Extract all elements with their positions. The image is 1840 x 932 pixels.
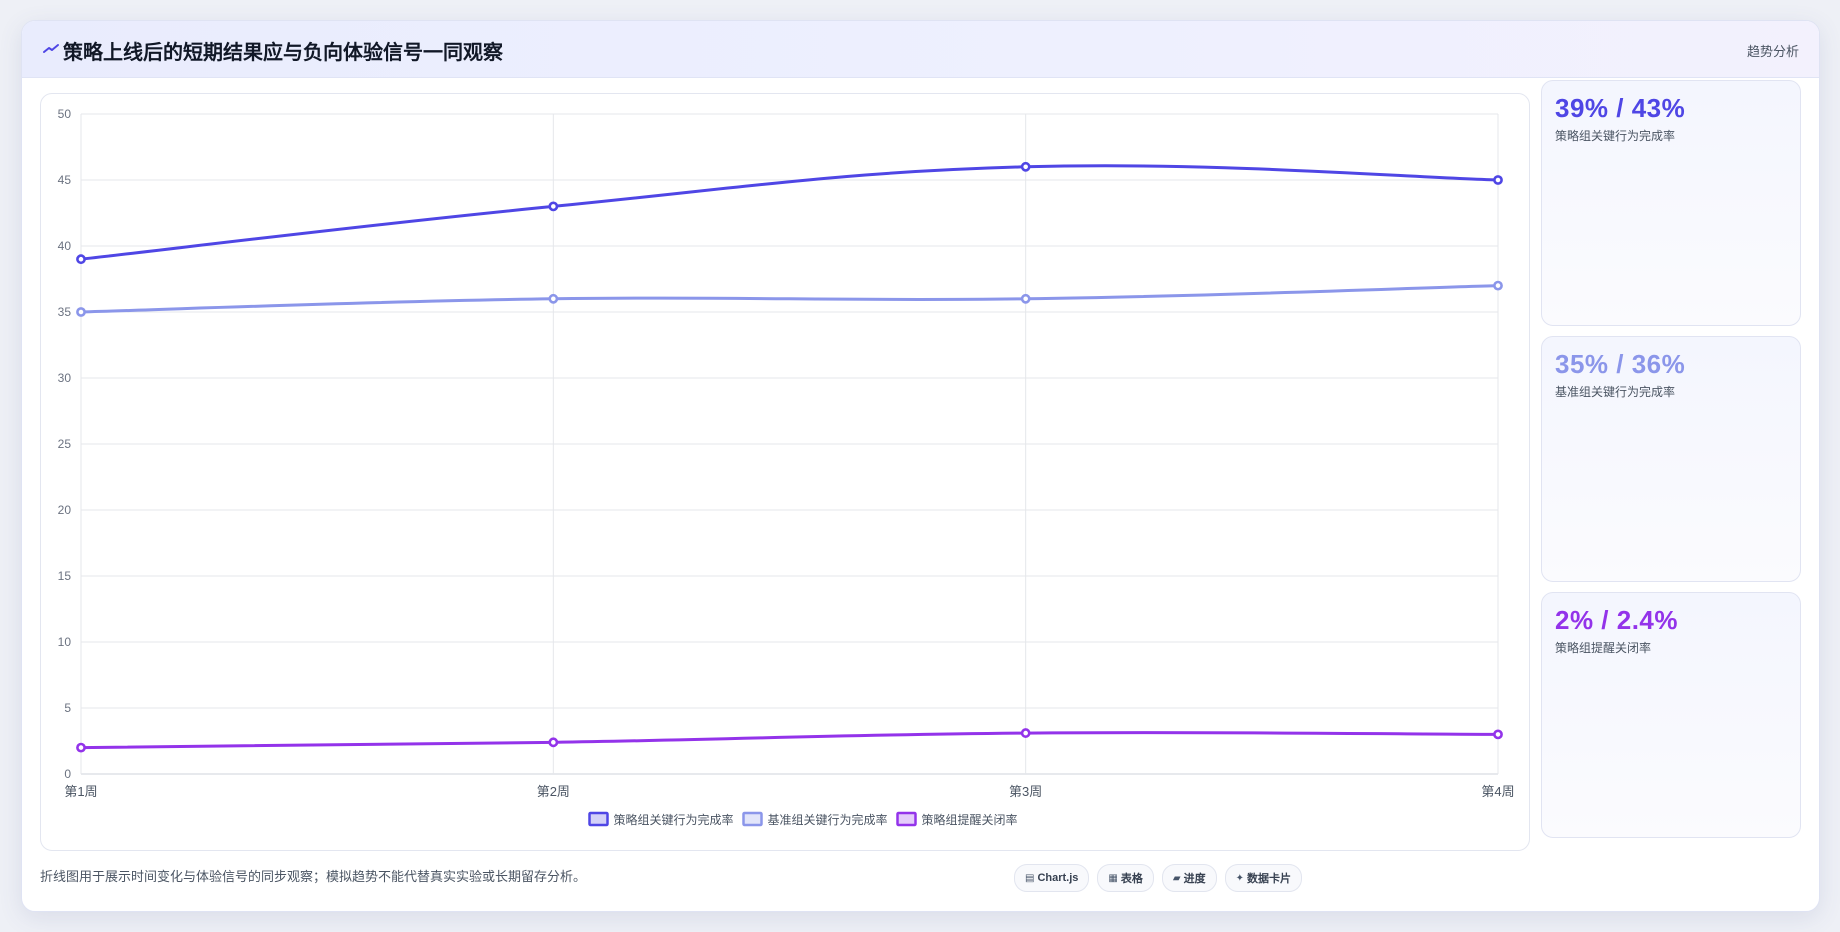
data-point <box>1493 280 1503 291</box>
y-tick-label: 40 <box>58 239 72 253</box>
y-tick-label: 30 <box>58 371 72 385</box>
line-chart: 0 5 10 15 20 25 30 35 40 45 50 第1周 第2周 第3周 第4周策略组关键行为完… <box>58 107 1515 827</box>
pill-table[interactable]: ▦ 表格 <box>1097 864 1154 892</box>
page-title: 策略上线后的短期结果应与负向体验信号一同观察 <box>63 42 503 64</box>
y-tick-label: 0 <box>64 767 71 781</box>
y-tick-label: 25 <box>58 437 72 451</box>
progress-icon: ▰ <box>1172 872 1181 884</box>
trend-line-icon <box>43 44 59 53</box>
header-tag: 趋势分析 <box>1746 44 1799 59</box>
x-tick-label: 第1周 <box>64 784 97 799</box>
pill-label: Chart.js <box>1037 872 1079 884</box>
series-line <box>79 164 1500 261</box>
data-point <box>548 201 559 212</box>
data-point <box>1493 729 1503 740</box>
chart-icon: ▤ <box>1025 872 1035 884</box>
card-header: 策略上线后的短期结果应与负向体验信号一同观察 趋势分析 <box>22 21 1819 78</box>
pill-data-card[interactable]: ✦ 数据卡片 <box>1224 864 1302 892</box>
data-point <box>76 254 86 265</box>
series-line <box>79 731 1500 750</box>
legend-swatch <box>742 811 763 827</box>
stat-card: 2% / 2.4% 策略组提醒关闭率 <box>1541 592 1801 838</box>
data-point <box>1020 728 1031 738</box>
data-point <box>76 307 86 317</box>
y-tick-label: 50 <box>58 107 72 121</box>
legend-label: 策略组提醒关闭率 <box>922 812 1018 827</box>
pill-progress[interactable]: ▰ 进度 <box>1161 864 1217 892</box>
legend-swatch <box>588 811 609 827</box>
legend-label: 策略组关键行为完成率 <box>614 812 734 827</box>
pill-label: 进度 <box>1183 873 1206 885</box>
data-point <box>1493 175 1503 185</box>
x-tick-label: 第2周 <box>537 784 570 799</box>
y-tick-label: 35 <box>58 305 72 319</box>
pill-label: 数据卡片 <box>1246 873 1291 885</box>
stat-label: 策略组关键行为完成率 <box>1555 129 1676 143</box>
y-tick-label: 20 <box>58 503 72 517</box>
stat-label: 基准组关键行为完成率 <box>1555 385 1676 399</box>
stat-value: 35% / 36% <box>1555 349 1686 379</box>
table-icon: ▦ <box>1108 872 1118 884</box>
stat-value: 2% / 2.4% <box>1555 605 1679 635</box>
y-tick-label: 10 <box>58 635 72 649</box>
stat-value: 39% / 43% <box>1555 93 1686 123</box>
stat-card: 35% / 36% 基准组关键行为完成率 <box>1541 336 1801 582</box>
tech-pills: ▤ Chart.js ▦ 表格 ▰ 进度 ✦ 数据卡片 <box>1014 864 1302 892</box>
pill-chartjs[interactable]: ▤ Chart.js <box>1014 864 1090 892</box>
chart-card: 策略上线后的短期结果应与负向体验信号一同观察 趋势分析 0 5 10 15 20 25 30… <box>21 20 1820 912</box>
stat-card: 39% / 43% 策略组关键行为完成率 <box>1541 80 1801 326</box>
data-point <box>1020 293 1031 304</box>
stat-label: 策略组提醒关闭率 <box>1555 641 1652 655</box>
y-tick-label: 15 <box>58 569 72 583</box>
chart-panel: 0 5 10 15 20 25 30 35 40 45 50 第1周 第2周 第3周 第4周策略组关键行为完… <box>40 93 1530 851</box>
data-point <box>1020 161 1031 172</box>
footnote: 折线图用于展示时间变化与体验信号的同步观察；模拟趋势不能代替真实实验或长期留存分… <box>40 869 587 884</box>
y-tick-label: 45 <box>58 173 72 187</box>
pill-label: 表格 <box>1120 873 1143 885</box>
legend-label: 基准组关键行为完成率 <box>768 812 888 827</box>
x-tick-label: 第4周 <box>1481 784 1514 799</box>
data-point <box>548 293 559 304</box>
series-line <box>79 284 1500 314</box>
data-point <box>548 737 559 748</box>
x-tick-label: 第3周 <box>1009 784 1042 799</box>
legend-swatch <box>896 811 917 827</box>
card-icon: ✦ <box>1235 872 1244 884</box>
y-tick-label: 5 <box>64 701 71 715</box>
data-point <box>76 742 86 753</box>
